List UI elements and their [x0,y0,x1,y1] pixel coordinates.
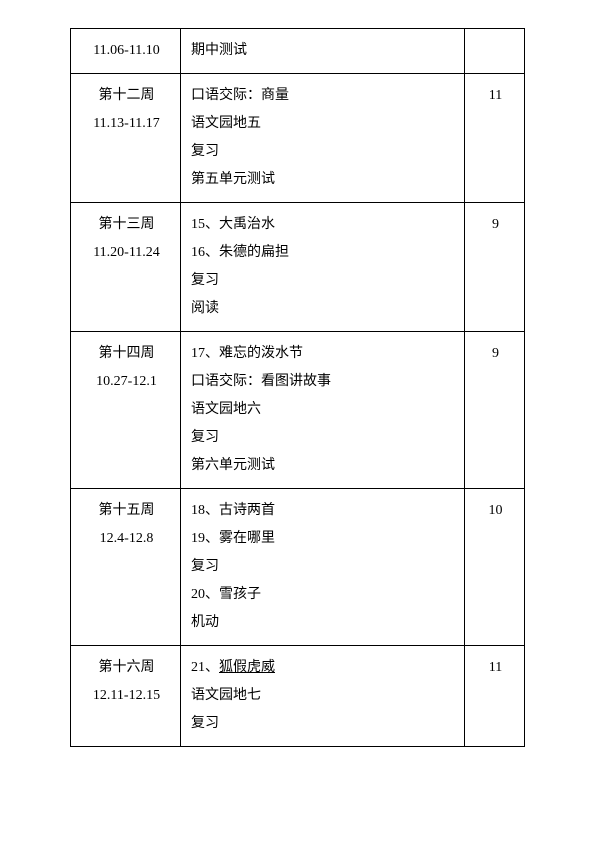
content-cell: 期中测试 [181,29,465,74]
content-line: 第六单元测试 [191,452,456,480]
content-line: 期中测试 [191,37,456,65]
week-cell: 第十三周 11.20-11.24 [71,203,181,332]
week-label: 第十五周 [81,497,172,525]
content-line: 复习 [191,138,456,166]
content-line: 机动 [191,609,456,637]
date-range: 11.20-11.24 [81,239,172,267]
content-line: 语文园地五 [191,110,456,138]
content-line: 第五单元测试 [191,166,456,194]
content-line: 复习 [191,553,456,581]
content-line: 口语交际：商量 [191,82,456,110]
hours-cell: 11 [465,74,525,203]
week-cell: 第十四周 10.27-12.1 [71,332,181,489]
hours-value: 9 [492,217,499,232]
hours-value: 11 [489,660,502,675]
content-line: 语文园地七 [191,682,456,710]
table-row: 第十四周 10.27-12.1 17、难忘的泼水节 口语交际：看图讲故事 语文园… [71,332,525,489]
content-line: 21、狐假虎威 [191,654,456,682]
table-row: 第十六周 12.11-12.15 21、狐假虎威 语文园地七 复习 11 [71,646,525,747]
hours-cell: 10 [465,489,525,646]
content-line: 复习 [191,710,456,738]
date-range: 12.11-12.15 [81,682,172,710]
content-line: 语文园地六 [191,396,456,424]
hours-value: 9 [492,346,499,361]
table-row: 第十三周 11.20-11.24 15、大禹治水 16、朱德的扁担 复习 阅读 … [71,203,525,332]
table-row: 11.06-11.10 期中测试 [71,29,525,74]
week-cell: 第十五周 12.4-12.8 [71,489,181,646]
content-line: 19、雾在哪里 [191,525,456,553]
date-range: 11.06-11.10 [81,37,172,65]
content-cell: 21、狐假虎威 语文园地七 复习 [181,646,465,747]
content-cell: 15、大禹治水 16、朱德的扁担 复习 阅读 [181,203,465,332]
content-line: 复习 [191,424,456,452]
date-range: 12.4-12.8 [81,525,172,553]
week-cell: 第十六周 12.11-12.15 [71,646,181,747]
table-row: 第十五周 12.4-12.8 18、古诗两首 19、雾在哪里 复习 20、雪孩子… [71,489,525,646]
week-cell: 11.06-11.10 [71,29,181,74]
content-line: 复习 [191,267,456,295]
content-line: 20、雪孩子 [191,581,456,609]
content-cell: 17、难忘的泼水节 口语交际：看图讲故事 语文园地六 复习 第六单元测试 [181,332,465,489]
content-line: 口语交际：看图讲故事 [191,368,456,396]
content-line: 17、难忘的泼水节 [191,340,456,368]
content-cell: 18、古诗两首 19、雾在哪里 复习 20、雪孩子 机动 [181,489,465,646]
date-range: 10.27-12.1 [81,368,172,396]
content-underline: 狐假虎威 [219,660,275,675]
week-label: 第十四周 [81,340,172,368]
hours-value: 10 [489,503,503,518]
content-line: 15、大禹治水 [191,211,456,239]
content-line: 阅读 [191,295,456,323]
hours-cell: 9 [465,332,525,489]
content-cell: 口语交际：商量 语文园地五 复习 第五单元测试 [181,74,465,203]
week-label: 第十二周 [81,82,172,110]
content-line: 16、朱德的扁担 [191,239,456,267]
table-row: 第十二周 11.13-11.17 口语交际：商量 语文园地五 复习 第五单元测试… [71,74,525,203]
content-prefix: 21、 [191,660,219,675]
hours-cell [465,29,525,74]
date-range: 11.13-11.17 [81,110,172,138]
hours-cell: 11 [465,646,525,747]
hours-value: 11 [489,88,502,103]
week-cell: 第十二周 11.13-11.17 [71,74,181,203]
content-line: 18、古诗两首 [191,497,456,525]
schedule-table: 11.06-11.10 期中测试 第十二周 11.13-11.17 口语交际：商… [70,28,525,747]
week-label: 第十六周 [81,654,172,682]
hours-cell: 9 [465,203,525,332]
week-label: 第十三周 [81,211,172,239]
